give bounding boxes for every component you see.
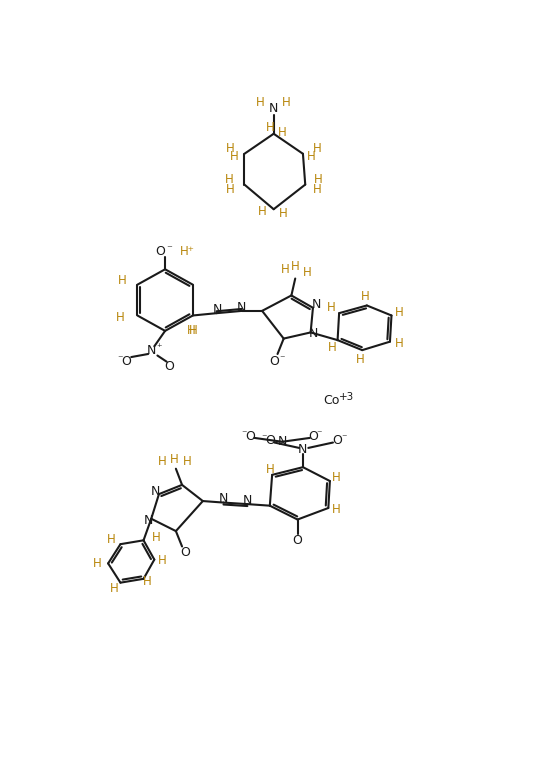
Text: ⁻: ⁻ xyxy=(341,433,347,443)
Text: H: H xyxy=(327,301,336,313)
Text: O: O xyxy=(293,534,302,547)
Text: O: O xyxy=(308,430,318,443)
Text: H: H xyxy=(291,261,300,273)
Text: H: H xyxy=(258,205,266,218)
Text: ⁻: ⁻ xyxy=(261,433,266,443)
Text: H: H xyxy=(117,273,127,287)
Text: H: H xyxy=(93,557,101,570)
Text: H: H xyxy=(143,576,152,588)
Text: H: H xyxy=(116,311,125,323)
Text: N: N xyxy=(243,494,252,507)
Text: H: H xyxy=(265,463,274,476)
Text: H: H xyxy=(225,173,233,187)
Text: H: H xyxy=(158,455,167,469)
Text: H: H xyxy=(255,97,264,109)
Text: O: O xyxy=(245,430,255,443)
Text: O: O xyxy=(333,433,342,447)
Text: H: H xyxy=(328,341,336,355)
Text: H: H xyxy=(395,337,404,351)
Text: O: O xyxy=(122,355,131,368)
Text: ⁻: ⁻ xyxy=(241,429,246,439)
Text: H: H xyxy=(356,353,365,366)
Text: H: H xyxy=(312,184,321,197)
Text: N: N xyxy=(278,435,287,448)
Text: H: H xyxy=(281,262,289,276)
Text: +3: +3 xyxy=(339,392,355,402)
Text: N: N xyxy=(269,102,278,115)
Text: H: H xyxy=(170,453,179,466)
Text: H: H xyxy=(307,151,316,163)
Text: H: H xyxy=(226,142,235,155)
Text: O: O xyxy=(164,360,174,373)
Text: O: O xyxy=(155,245,166,258)
Text: H: H xyxy=(226,184,235,197)
Text: N: N xyxy=(151,484,161,497)
Text: ⁺: ⁺ xyxy=(156,343,162,353)
Text: H: H xyxy=(281,97,290,109)
Text: H: H xyxy=(189,324,197,337)
Text: H: H xyxy=(332,471,340,483)
Text: H: H xyxy=(279,207,288,220)
Text: N: N xyxy=(219,492,229,505)
Text: H: H xyxy=(302,266,311,279)
Text: H: H xyxy=(107,533,115,546)
Text: O: O xyxy=(270,355,279,368)
Text: N: N xyxy=(299,443,308,456)
Text: N: N xyxy=(237,301,246,314)
Text: ⁻: ⁻ xyxy=(166,244,172,255)
Text: O: O xyxy=(265,433,275,447)
Text: H: H xyxy=(278,126,287,139)
Text: H: H xyxy=(110,582,119,594)
Text: N: N xyxy=(213,303,222,316)
Text: ⁻: ⁻ xyxy=(316,429,322,439)
Text: H: H xyxy=(312,142,321,155)
Text: H: H xyxy=(152,531,161,544)
Text: H: H xyxy=(332,503,340,516)
Text: H: H xyxy=(183,455,192,469)
Text: H: H xyxy=(314,173,323,187)
Text: H⁺: H⁺ xyxy=(180,245,195,258)
Text: Co: Co xyxy=(323,394,340,407)
Text: N: N xyxy=(308,327,318,341)
Text: H: H xyxy=(158,554,167,567)
Text: N: N xyxy=(146,344,156,358)
Text: H: H xyxy=(230,151,239,163)
Text: H: H xyxy=(395,306,404,319)
Text: O: O xyxy=(180,546,190,559)
Text: ⁻: ⁻ xyxy=(117,355,123,365)
Text: N: N xyxy=(311,298,321,311)
Text: H: H xyxy=(187,324,195,337)
Text: N: N xyxy=(144,514,154,527)
Text: ⁻: ⁻ xyxy=(279,355,285,365)
Text: H: H xyxy=(266,121,275,134)
Text: H: H xyxy=(361,290,370,303)
